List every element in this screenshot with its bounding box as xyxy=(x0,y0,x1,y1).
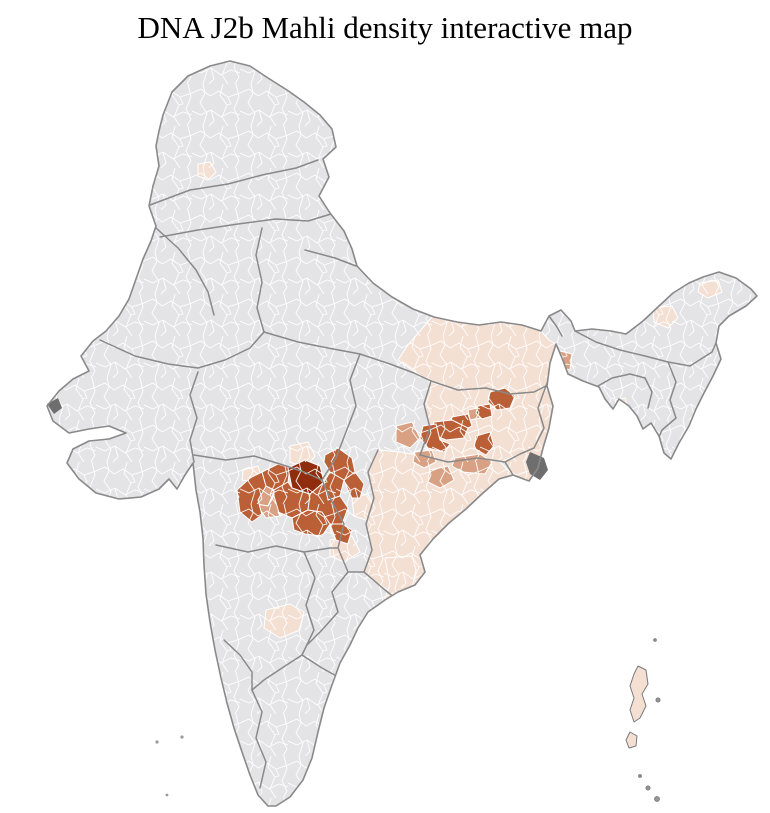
india-outline xyxy=(46,60,758,807)
lakshadweep-islands xyxy=(155,735,184,797)
island-dot xyxy=(655,697,661,703)
island-dot xyxy=(180,735,184,739)
island-shape[interactable] xyxy=(625,731,638,749)
andaman-nicobar-islands[interactable] xyxy=(625,638,661,802)
island-dot xyxy=(645,785,651,791)
island-dot xyxy=(653,638,657,642)
island-shape[interactable] xyxy=(629,665,649,723)
map-title: DNA J2b Mahli density interactive map xyxy=(137,10,633,45)
kolkata-metro-area[interactable] xyxy=(526,452,548,480)
island-dot xyxy=(165,793,169,797)
island-dot xyxy=(155,740,159,744)
state-boundaries xyxy=(99,159,717,789)
island-dot xyxy=(654,796,660,802)
island-dot xyxy=(638,774,642,778)
